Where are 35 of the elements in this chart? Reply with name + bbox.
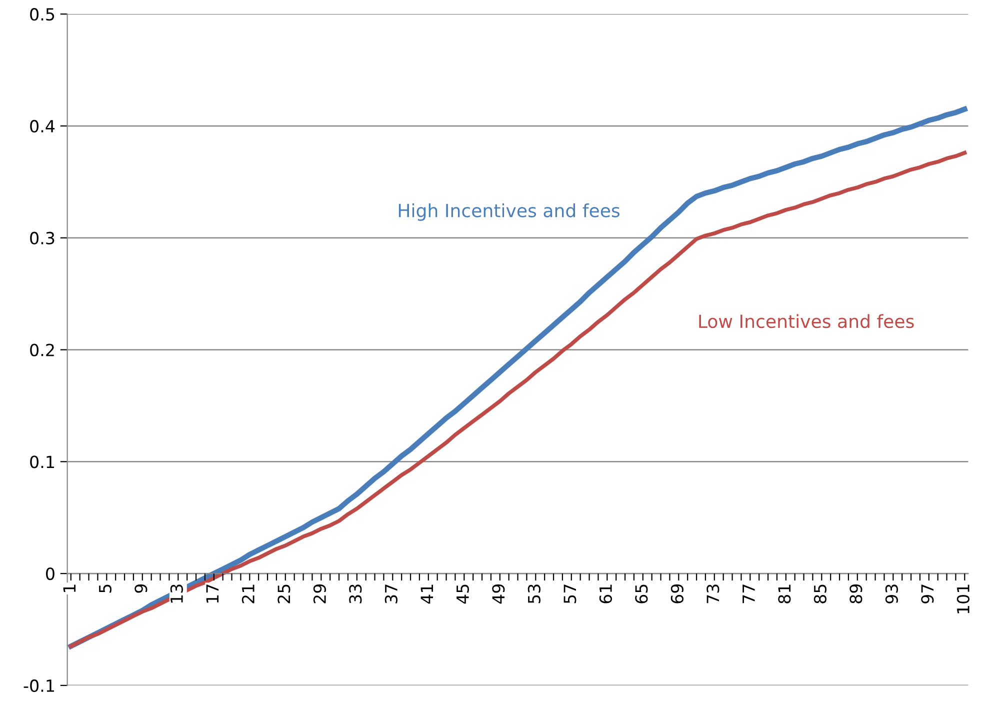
x-tick-label: 49 <box>492 584 505 604</box>
x-tick-label: 45 <box>456 584 469 604</box>
x-tick-label: 25 <box>278 584 290 604</box>
x-tick-label: 21 <box>242 584 254 604</box>
y-tick-label: 0.5 <box>30 8 54 21</box>
x-tick-label: 61 <box>599 584 612 604</box>
x-tick-label: 93 <box>885 584 898 604</box>
x-tick-label: 89 <box>850 584 862 604</box>
x-tick-label: 53 <box>528 584 540 604</box>
y-tick-label: 0.1 <box>30 456 54 468</box>
x-tick-label: 101 <box>956 584 970 614</box>
y-tick-label: 0.2 <box>30 344 54 356</box>
x-tick-label: 57 <box>564 584 576 604</box>
x-tick-label: 29 <box>313 584 326 604</box>
x-tick-label: 5 <box>99 584 112 593</box>
y-tick-label: 0.4 <box>30 120 55 133</box>
x-tick-label: 97 <box>921 584 934 604</box>
x-tick-label: 77 <box>742 584 755 604</box>
x-tick-label: 85 <box>814 584 826 604</box>
text: Low Incentives and fees <box>699 314 914 328</box>
x-tick-label: 65 <box>635 584 648 604</box>
x-tick-label: 13 <box>170 584 183 603</box>
x-tick-label: 9 <box>134 584 148 593</box>
x-tick-label: 37 <box>384 584 398 604</box>
y-tick-label: 0.3 <box>30 232 54 244</box>
x-tick-label: 81 <box>778 584 791 604</box>
x-tick-label: 73 <box>706 584 720 604</box>
x-tick-label: 41 <box>420 584 433 604</box>
x-tick-label: 69 <box>670 584 684 604</box>
series-label: High Incentives and fees <box>398 203 620 221</box>
x-tick-label: 1 <box>63 584 76 592</box>
x-tick-label: 33 <box>349 584 362 604</box>
y-tick-label: 0 <box>46 567 54 580</box>
x-tick-label: 17 <box>206 584 218 603</box>
y-tick-label: -0.1 <box>24 679 54 692</box>
